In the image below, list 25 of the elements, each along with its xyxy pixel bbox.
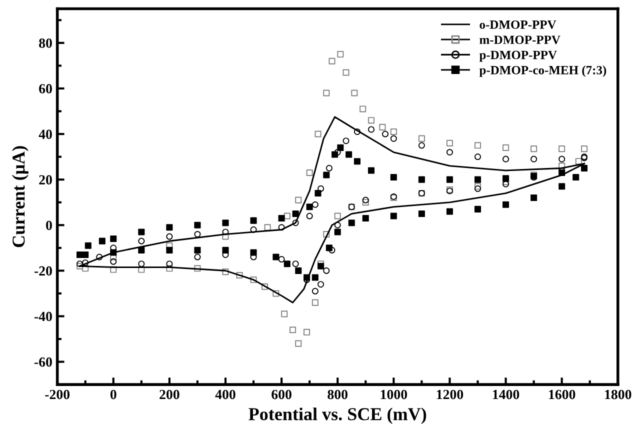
y-tick-label: 60 [39,84,52,94]
y-tick-label: 0 [46,220,52,230]
x-tick-label: 400 [215,390,236,400]
y-tick-label: 40 [38,130,52,139]
y-tick-label: -40 [34,312,52,322]
x-axis-title: Potential vs. SCE (mV) [248,408,426,424]
y-tick-label: -20 [34,266,52,276]
y-tick-label: -60 [34,357,52,367]
y-tick-label: 20 [39,175,52,185]
legend-label: o-DMOP-PPV [480,20,556,29]
x-tick-label: -200 [45,390,70,400]
y-tick-label: 80 [39,38,52,48]
x-tick-label: 0 [110,390,116,400]
x-tick-label: 1800 [605,390,632,400]
x-tick-label: 800 [328,390,348,400]
legend-label: p-DMOP-PPV [479,50,557,62]
y-axis-title: Current (μA) [12,146,28,248]
x-tick-label: 600 [272,390,292,400]
x-tick-label: 1200 [436,390,464,400]
legend-label: p-DMOP-co-MEH (7:3) [479,66,606,77]
legend-label: m-DMOP-PPV [480,36,560,44]
x-tick-label: 1600 [549,390,576,400]
x-tick-label: 200 [160,390,180,400]
x-tick-label: 1000 [380,390,408,400]
x-tick-label: 1400 [493,390,520,400]
